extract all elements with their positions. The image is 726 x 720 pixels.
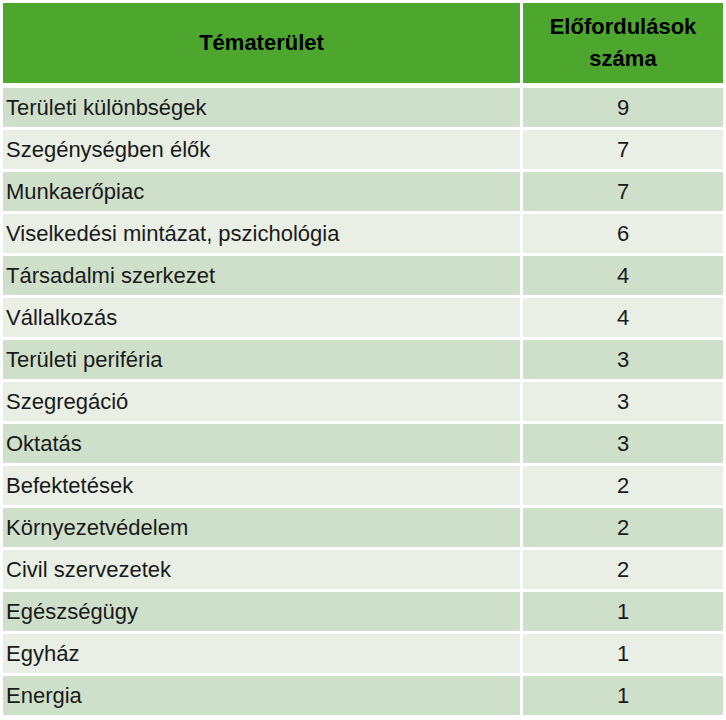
count-cell: 1 [520,676,723,715]
topic-cell: Egyház [3,634,520,673]
count-cell: 3 [520,340,723,379]
topic-cell: Területi periféria [3,340,520,379]
topic-cell: Munkaerőpiac [3,172,520,211]
count-cell: 1 [520,634,723,673]
count-cell: 9 [520,88,723,127]
topic-cell: Civil szervezetek [3,550,520,589]
count-cell: 3 [520,382,723,421]
topic-frequency-table: Tématerület Előfordulások száma Területi… [3,3,723,718]
table-body: Területi különbségek 9 Szegénységben élő… [3,88,723,718]
table-row: Egyház 1 [3,634,723,676]
header-topic: Tématerület [3,3,520,83]
table-row: Területi különbségek 9 [3,88,723,130]
count-cell: 3 [520,424,723,463]
table-row: Környezetvédelem 2 [3,508,723,550]
header-occurrence-count: Előfordulások száma [520,3,723,83]
topic-cell: Egészségügy [3,592,520,631]
topic-cell: Környezetvédelem [3,508,520,547]
table-row: Befektetések 2 [3,466,723,508]
table-row: Szegénységben élők 7 [3,130,723,172]
count-cell: 4 [520,256,723,295]
count-cell: 2 [520,466,723,505]
topic-cell: Befektetések [3,466,520,505]
table-row: Vállalkozás 4 [3,298,723,340]
topic-cell: Vállalkozás [3,298,520,337]
table-row: Oktatás 3 [3,424,723,466]
count-cell: 4 [520,298,723,337]
count-cell: 7 [520,172,723,211]
count-cell: 2 [520,508,723,547]
table-row: Társadalmi szerkezet 4 [3,256,723,298]
topic-cell: Területi különbségek [3,88,520,127]
topic-cell: Oktatás [3,424,520,463]
table-row: Civil szervezetek 2 [3,550,723,592]
count-cell: 1 [520,592,723,631]
count-cell: 6 [520,214,723,253]
table-row: Egészségügy 1 [3,592,723,634]
topic-cell: Energia [3,676,520,715]
count-cell: 7 [520,130,723,169]
topic-cell: Szegénységben élők [3,130,520,169]
count-cell: 2 [520,550,723,589]
table-row: Területi periféria 3 [3,340,723,382]
topic-cell: Társadalmi szerkezet [3,256,520,295]
table-header-row: Tématerület Előfordulások száma [3,3,723,83]
topic-cell: Viselkedési mintázat, pszichológia [3,214,520,253]
topic-cell: Szegregáció [3,382,520,421]
table-row: Szegregáció 3 [3,382,723,424]
table-row: Munkaerőpiac 7 [3,172,723,214]
table-row: Energia 1 [3,676,723,718]
table-row: Viselkedési mintázat, pszichológia 6 [3,214,723,256]
